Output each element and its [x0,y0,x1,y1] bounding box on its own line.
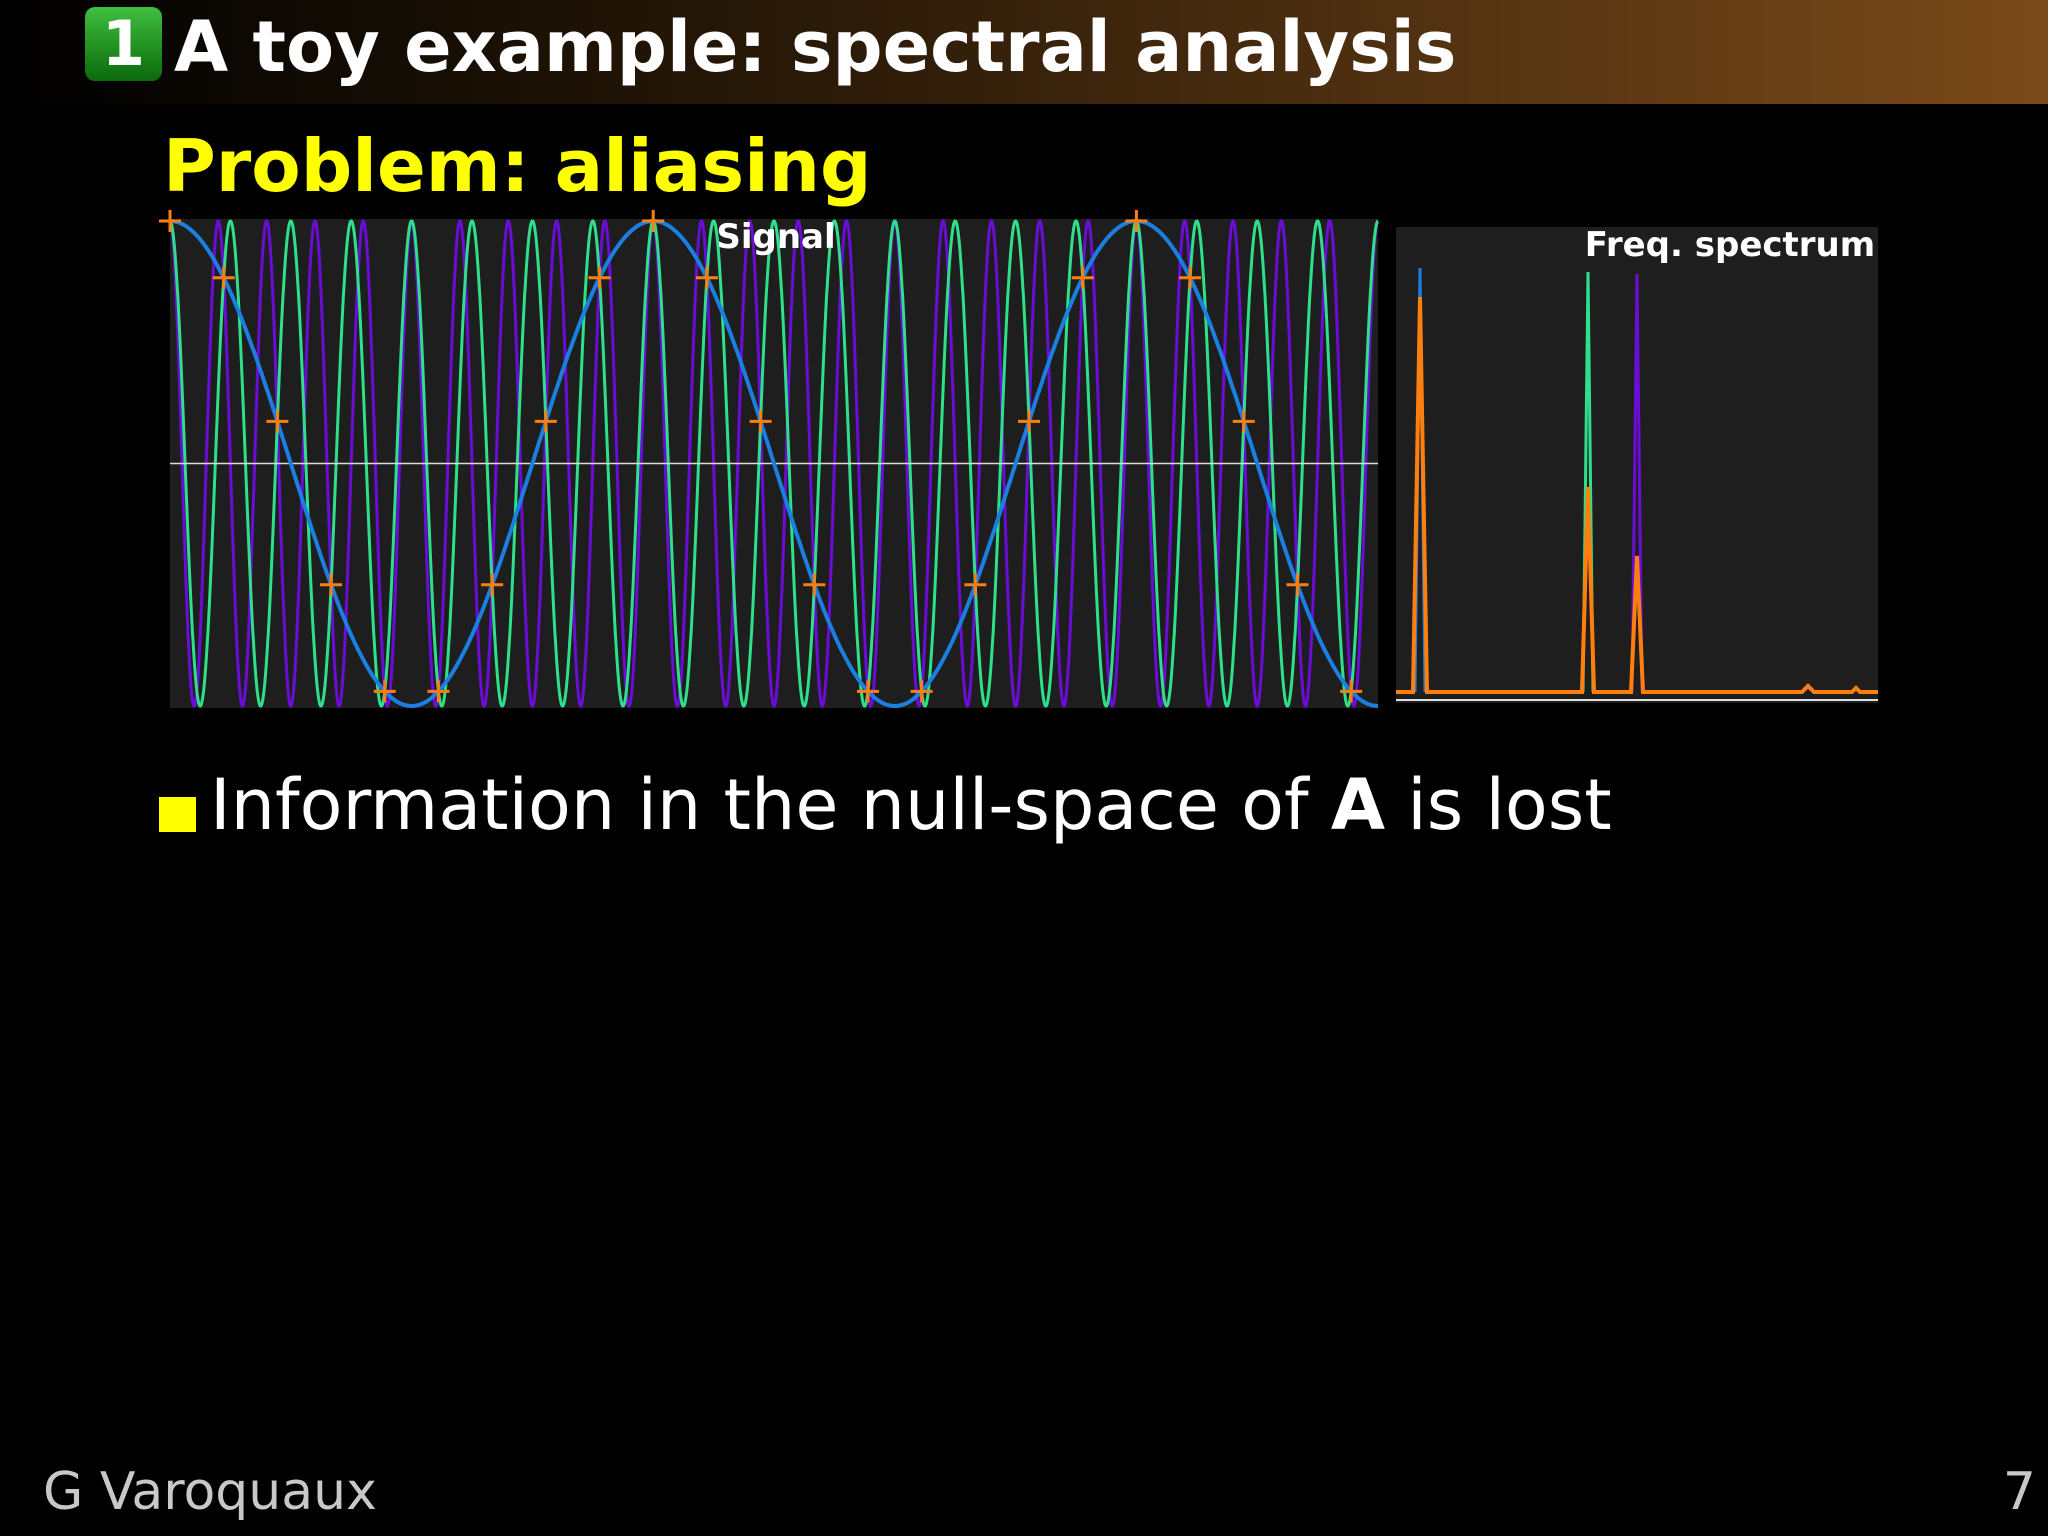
signal-title: Signal [716,217,835,257]
decoration [1232,410,1255,433]
decoration [427,680,450,703]
signal-curves [159,210,1379,708]
decoration [1125,210,1148,232]
decoration [1340,680,1363,703]
header-bar [0,0,2048,104]
decoration [910,680,933,703]
decoration [169,219,1379,708]
decoration [588,266,611,289]
decoration [320,573,343,596]
decoration [695,266,718,289]
spectrum-title: Freq. spectrum [1585,225,1875,265]
decoration [1286,573,1309,596]
section-number: 1 [85,7,162,81]
bullet-marker [159,797,196,832]
text: Information in the null-space of [210,764,1331,846]
decoration [856,680,879,703]
decoration [1630,273,1644,693]
page-number: 7 [2002,1462,2036,1522]
decoration [642,210,665,232]
bold-text: A [1330,764,1386,846]
decoration [1018,410,1041,433]
decoration [1396,296,1878,694]
decoration [481,573,504,596]
spectrum-curves [1396,267,1878,701]
subtitle: Problem: aliasing [163,124,872,208]
bullet-text: Information in the null-space of A is lo… [210,764,1612,846]
decoration [169,219,1379,708]
decoration [749,410,772,433]
decoration [170,219,1378,708]
decoration [159,210,181,232]
decoration [373,680,396,703]
decoration [212,266,235,289]
text: is lost [1385,764,1612,846]
decoration [803,573,826,596]
figure: Signal Freq. spectrum [159,210,1878,708]
decoration [1071,266,1094,289]
slide-title: A toy example: spectral analysis [174,6,1457,88]
decoration [1179,266,1202,289]
decoration [534,410,557,433]
decoration [964,573,987,596]
decoration [266,410,289,433]
footer-author: G Varoquaux [43,1462,377,1522]
